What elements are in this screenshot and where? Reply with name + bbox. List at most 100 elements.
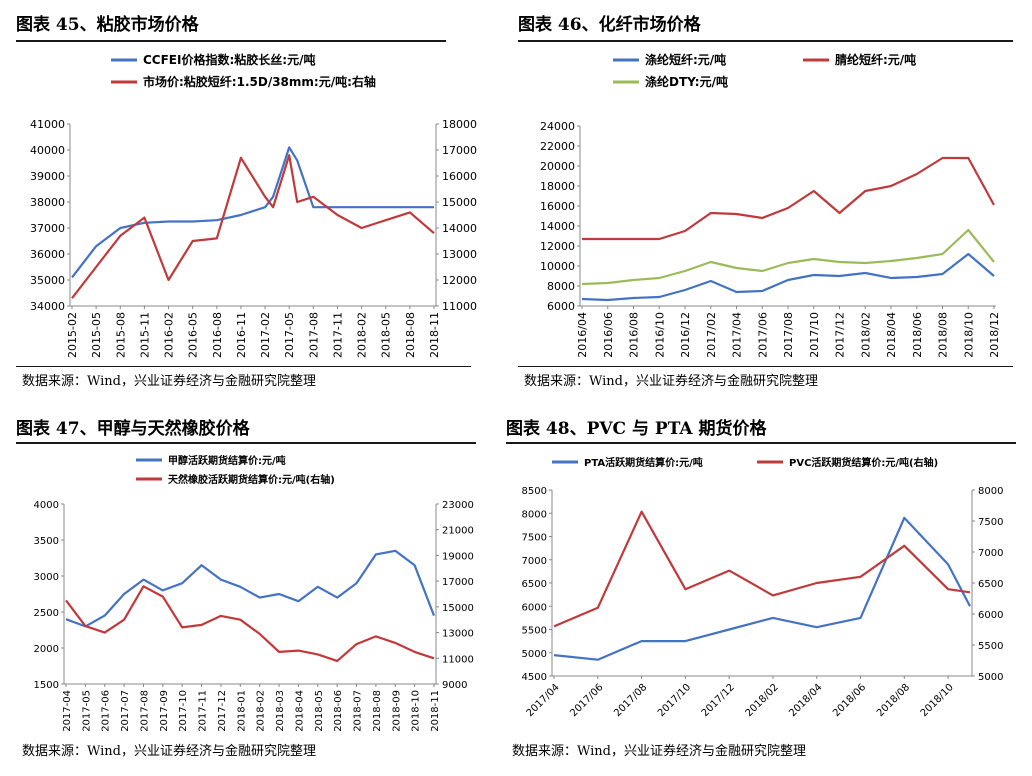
x-tick-label: 2018-04 bbox=[294, 690, 305, 732]
legend-label: 甲醇活跃期货结算价:元/吨 bbox=[168, 454, 286, 467]
x-tick-label: 2015-11 bbox=[138, 312, 151, 358]
x-tick-label: 2016-11 bbox=[235, 312, 248, 358]
x-tick-label: 2016/08 bbox=[628, 312, 641, 358]
chart-title: 图表 45、粘胶市场价格 bbox=[16, 15, 199, 35]
y-tick-label-left: 6000 bbox=[522, 602, 547, 613]
legend-label: PVC活跃期货结算价:元/吨(右轴) bbox=[789, 456, 938, 469]
y-tick-label-left: 40000 bbox=[30, 144, 65, 157]
y-tick-label-left: 3000 bbox=[34, 572, 59, 583]
x-tick-label: 2018/02 bbox=[859, 312, 872, 358]
y-tick-label-left: 16000 bbox=[540, 200, 575, 213]
y-tick-label-left: 8000 bbox=[522, 509, 547, 520]
x-tick-label: 2018-09 bbox=[391, 690, 402, 732]
x-tick-label: 2017/10 bbox=[808, 312, 821, 358]
x-tick-label: 2016-08 bbox=[211, 312, 224, 358]
x-tick-label: 2018-08 bbox=[404, 312, 417, 358]
x-tick-label: 2017/06 bbox=[568, 682, 605, 719]
series-line bbox=[581, 252, 995, 302]
x-tick-label: 2016/10 bbox=[653, 312, 666, 358]
source-note: 数据来源：Wind，兴业证券经济与金融研究院整理 bbox=[22, 374, 316, 389]
x-tick-label: 2018/10 bbox=[962, 312, 975, 358]
y-tick-label-left: 1500 bbox=[34, 680, 59, 691]
y-tick-label-left: 8000 bbox=[547, 280, 575, 293]
y-tick-label-right: 12000 bbox=[442, 274, 477, 287]
x-tick-label: 2017-11 bbox=[331, 312, 344, 358]
x-tick-label: 2016/12 bbox=[679, 312, 692, 358]
chart-panel-46: 图表 46、化纤市场价格 涤纶短纤:元/吨 腈纶短纤:元/吨 涤纶DTY:元/吨 60… bbox=[518, 10, 1018, 390]
x-tick-label: 2018/12 bbox=[988, 312, 1001, 358]
y-tick-label-right: 17000 bbox=[442, 144, 477, 157]
x-tick-label: 2015-08 bbox=[114, 312, 127, 358]
x-tick-label: 2018/10 bbox=[919, 682, 956, 719]
y-tick-label-right: 15000 bbox=[442, 603, 474, 614]
x-tick-label: 2018/02 bbox=[744, 682, 781, 719]
x-tick-label: 2016/06 bbox=[602, 312, 615, 358]
y-tick-label-right: 14000 bbox=[442, 222, 477, 235]
x-tick-label: 2017/10 bbox=[656, 682, 693, 719]
y-tick-label-right: 7000 bbox=[978, 548, 1003, 559]
y-tick-label-left: 14000 bbox=[540, 220, 575, 233]
chart-title: 图表 48、PVC 与 PTA 期货价格 bbox=[506, 419, 767, 439]
chart-title: 图表 47、甲醇与天然橡胶价格 bbox=[16, 419, 250, 439]
y-tick-label-left: 5000 bbox=[522, 649, 547, 660]
y-tick-label-left: 6500 bbox=[522, 579, 547, 590]
y-tick-label-left: 39000 bbox=[30, 170, 65, 183]
y-tick-label-left: 37000 bbox=[30, 222, 65, 235]
x-tick-label: 2017-07 bbox=[120, 690, 131, 732]
x-tick-label: 2018-11 bbox=[428, 312, 441, 358]
y-tick-label-left: 2000 bbox=[34, 644, 59, 655]
x-tick-label: 2017-09 bbox=[159, 690, 170, 732]
x-tick-label: 2018/08 bbox=[875, 682, 912, 719]
y-tick-label-left: 10000 bbox=[540, 260, 575, 273]
x-tick-label: 2017/12 bbox=[834, 312, 847, 358]
x-tick-label: 2018/08 bbox=[937, 312, 950, 358]
x-tick-label: 2017-08 bbox=[307, 312, 320, 358]
x-tick-label: 2018-01 bbox=[236, 690, 247, 732]
x-tick-label: 2017/04 bbox=[731, 312, 744, 358]
series-line bbox=[65, 585, 435, 662]
y-tick-label-right: 8000 bbox=[978, 486, 1003, 497]
legend-label: CCFEI价格指数:粘胶长丝:元/吨 bbox=[143, 52, 315, 67]
y-tick-label-left: 2500 bbox=[34, 608, 59, 619]
y-tick-label-right: 17000 bbox=[442, 577, 474, 588]
x-tick-label: 2018-05 bbox=[314, 690, 325, 732]
x-tick-label: 2018-10 bbox=[411, 690, 422, 732]
x-tick-label: 2018-06 bbox=[333, 690, 344, 732]
legend-label: 天然橡胶活跃期货结算价:元/吨(右轴) bbox=[168, 473, 335, 486]
x-tick-label: 2018-05 bbox=[380, 312, 393, 358]
y-tick-label-left: 22000 bbox=[540, 140, 575, 153]
x-tick-label: 2017/06 bbox=[756, 312, 769, 358]
y-tick-label-left: 12000 bbox=[540, 240, 575, 253]
x-tick-label: 2017-08 bbox=[139, 690, 150, 732]
x-tick-label: 2017-12 bbox=[217, 690, 228, 732]
x-tick-label: 2015-05 bbox=[90, 312, 103, 358]
y-tick-label-left: 38000 bbox=[30, 196, 65, 209]
x-tick-label: 2017/04 bbox=[525, 682, 562, 719]
y-tick-label-left: 5500 bbox=[522, 626, 547, 637]
x-tick-label: 2018-02 bbox=[256, 690, 267, 732]
x-tick-label: 2018-03 bbox=[275, 690, 286, 732]
y-tick-label-right: 16000 bbox=[442, 170, 477, 183]
x-tick-label: 2017-04 bbox=[62, 690, 73, 732]
title-rule bbox=[16, 40, 446, 42]
chart-panel-48: 图表 48、PVC 与 PTA 期货价格 PTA活跃期货结算价:元/吨 PVC活跃… bbox=[506, 414, 1026, 774]
series-line bbox=[71, 146, 434, 279]
legend-label: PTA活跃期货结算价:元/吨 bbox=[584, 456, 703, 469]
x-tick-label: 2018-02 bbox=[356, 312, 369, 358]
y-tick-label-right: 9000 bbox=[442, 680, 467, 691]
y-tick-label-right: 11000 bbox=[442, 654, 474, 665]
y-tick-label-left: 34000 bbox=[30, 300, 65, 313]
title-rule bbox=[16, 442, 476, 444]
x-tick-label: 2017-05 bbox=[81, 690, 92, 732]
series-line bbox=[71, 154, 435, 299]
y-tick-label-right: 13000 bbox=[442, 629, 474, 640]
y-tick-label-right: 18000 bbox=[442, 118, 477, 131]
x-tick-label: 2017-06 bbox=[101, 690, 112, 732]
legend-label: 腈纶短纤:元/吨 bbox=[835, 52, 916, 67]
legend-label: 涤纶DTY:元/吨 bbox=[645, 74, 728, 89]
x-tick-label: 2017/08 bbox=[612, 682, 649, 719]
x-tick-label: 2017/02 bbox=[705, 312, 718, 358]
x-tick-label: 2018-11 bbox=[430, 690, 441, 732]
x-tick-label: 2018/04 bbox=[885, 312, 898, 358]
y-tick-label-left: 24000 bbox=[540, 120, 575, 133]
